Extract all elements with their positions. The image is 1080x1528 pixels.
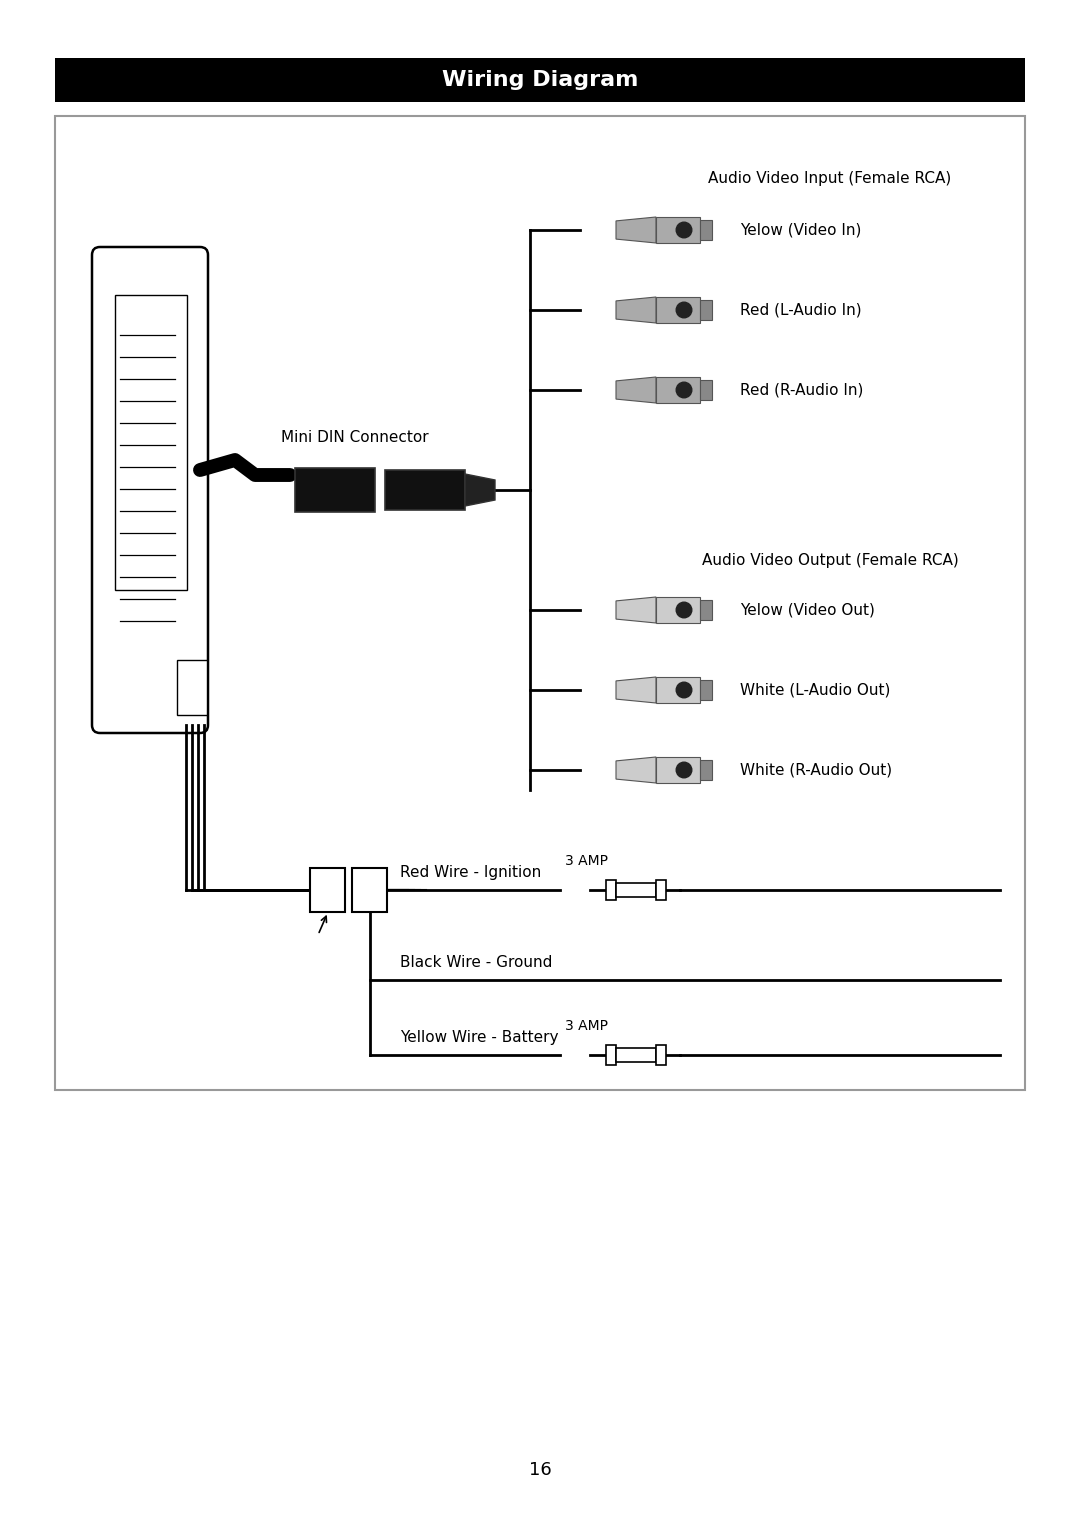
- Circle shape: [676, 222, 692, 238]
- Bar: [700, 601, 712, 620]
- Bar: [700, 380, 712, 400]
- Bar: [177, 660, 207, 715]
- Bar: [616, 883, 656, 897]
- FancyBboxPatch shape: [92, 248, 208, 733]
- Text: 3 AMP: 3 AMP: [565, 854, 608, 868]
- Bar: [352, 868, 387, 912]
- Polygon shape: [616, 677, 656, 703]
- Circle shape: [676, 382, 692, 397]
- Bar: [55, 58, 1025, 102]
- Circle shape: [676, 303, 692, 318]
- Bar: [700, 299, 712, 319]
- Circle shape: [676, 681, 692, 698]
- Bar: [656, 1045, 666, 1065]
- Polygon shape: [616, 756, 656, 782]
- Bar: [656, 756, 700, 782]
- Bar: [656, 677, 700, 703]
- Bar: [295, 468, 375, 512]
- Polygon shape: [616, 217, 656, 243]
- Text: Audio Video Output (Female RCA): Audio Video Output (Female RCA): [702, 553, 958, 567]
- Text: Red Wire - Ignition: Red Wire - Ignition: [400, 865, 541, 880]
- Text: White (R-Audio Out): White (R-Audio Out): [740, 762, 892, 778]
- Text: White (L-Audio Out): White (L-Audio Out): [740, 683, 890, 697]
- Bar: [656, 217, 700, 243]
- Circle shape: [676, 762, 692, 778]
- Bar: [656, 296, 700, 322]
- Text: Red (R-Audio In): Red (R-Audio In): [740, 382, 863, 397]
- Polygon shape: [616, 377, 656, 403]
- Polygon shape: [616, 296, 656, 322]
- Bar: [656, 880, 666, 900]
- Bar: [606, 880, 616, 900]
- Polygon shape: [465, 474, 495, 506]
- Bar: [606, 1045, 616, 1065]
- Text: Yellow Wire - Battery: Yellow Wire - Battery: [400, 1030, 558, 1045]
- Bar: [384, 471, 465, 510]
- Bar: [656, 377, 700, 403]
- Text: Mini DIN Connector: Mini DIN Connector: [281, 429, 429, 445]
- Bar: [700, 220, 712, 240]
- Polygon shape: [616, 597, 656, 623]
- Bar: [700, 680, 712, 700]
- Bar: [55, 116, 1025, 1089]
- Text: Red (L-Audio In): Red (L-Audio In): [740, 303, 862, 318]
- Text: Audio Video Input (Female RCA): Audio Video Input (Female RCA): [708, 171, 951, 185]
- Text: Yelow (Video Out): Yelow (Video Out): [740, 602, 875, 617]
- Text: Yelow (Video In): Yelow (Video In): [740, 223, 862, 237]
- Text: Black Wire - Ground: Black Wire - Ground: [400, 955, 552, 970]
- Bar: [310, 868, 345, 912]
- Text: 16: 16: [528, 1461, 552, 1479]
- Bar: [700, 759, 712, 779]
- Text: Wiring Diagram: Wiring Diagram: [442, 70, 638, 90]
- Bar: [114, 295, 187, 590]
- Bar: [656, 597, 700, 623]
- Text: 3 AMP: 3 AMP: [565, 1019, 608, 1033]
- Circle shape: [676, 602, 692, 617]
- Bar: [616, 1048, 656, 1062]
